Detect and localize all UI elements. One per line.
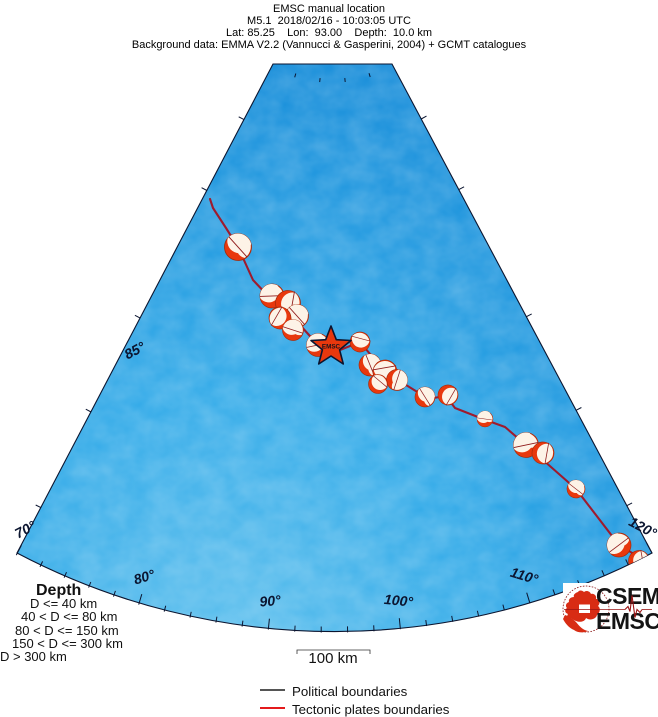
svg-text:90°: 90° [259, 592, 282, 610]
svg-text:Political boundaries: Political boundaries [292, 684, 408, 699]
svg-text:100 km: 100 km [308, 650, 357, 667]
svg-text:CSEM: CSEM [596, 583, 658, 609]
svg-text:100°: 100° [383, 591, 414, 610]
svg-text:EMSC: EMSC [596, 608, 658, 634]
svg-text:EMSC: EMSC [322, 344, 341, 351]
svg-text:Tectonic plates boundaries: Tectonic plates boundaries [292, 702, 450, 717]
